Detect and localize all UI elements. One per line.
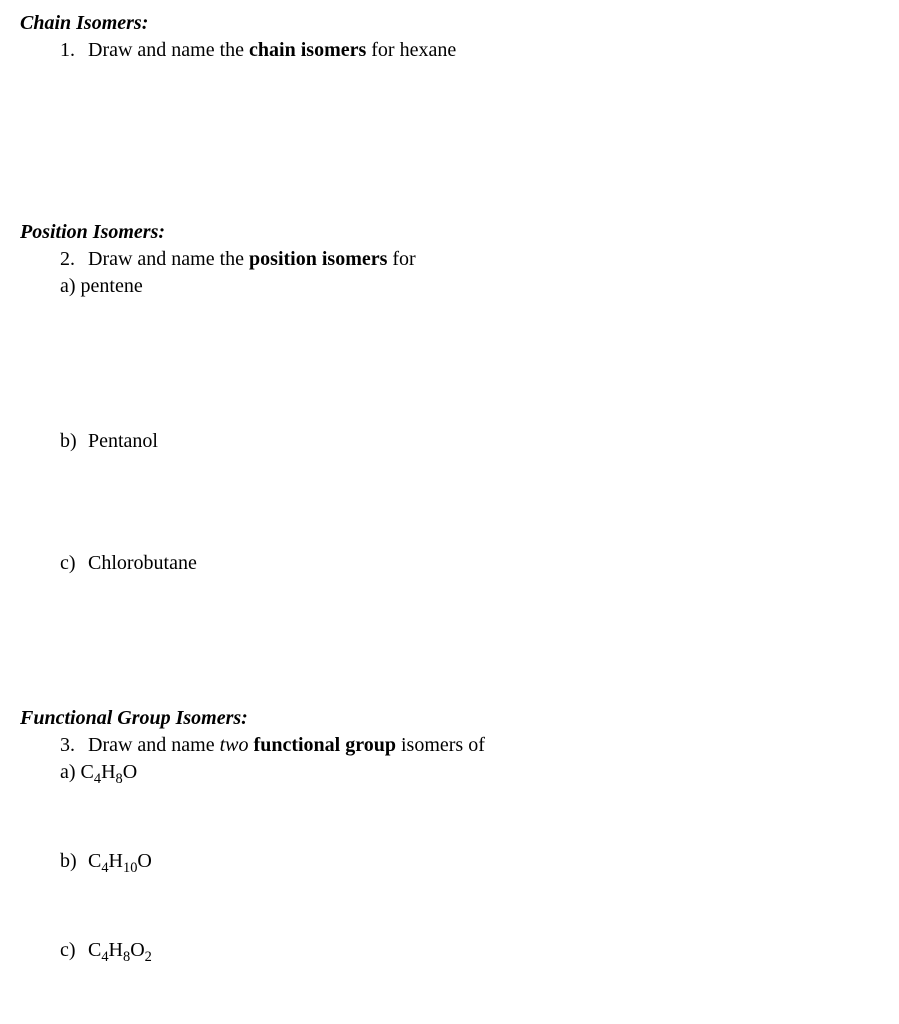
sub-label: b) bbox=[60, 428, 88, 455]
question-3a: a) C4H8O bbox=[20, 759, 879, 786]
sub-label: c) bbox=[60, 937, 88, 964]
question-number: 2. bbox=[60, 246, 88, 273]
answer-space bbox=[20, 300, 879, 428]
question-text-bold: position isomers bbox=[249, 248, 387, 270]
answer-space bbox=[20, 455, 879, 550]
section-heading-position-isomers: Position Isomers: bbox=[20, 219, 879, 246]
question-3c: c)C4H8O2 bbox=[20, 937, 879, 964]
sub-text: pentene bbox=[76, 275, 143, 297]
question-number: 1. bbox=[60, 37, 88, 64]
chemical-formula: C4H10O bbox=[88, 850, 152, 872]
question-3: 3.Draw and name two functional group iso… bbox=[20, 732, 879, 759]
question-text-pre: Draw and name bbox=[88, 734, 220, 756]
chemical-formula: C4H8O bbox=[81, 761, 138, 783]
answer-space bbox=[20, 577, 879, 705]
question-1: 1.Draw and name the chain isomers for he… bbox=[20, 37, 879, 64]
question-text-bold: chain isomers bbox=[249, 39, 366, 61]
sub-label: a) bbox=[60, 761, 76, 783]
question-text-post: isomers of bbox=[396, 734, 485, 756]
section-heading-chain-isomers: Chain Isomers: bbox=[20, 10, 879, 37]
question-2b: b)Pentanol bbox=[20, 428, 879, 455]
question-text-post: for hexane bbox=[366, 39, 456, 61]
question-text-pre: Draw and name the bbox=[88, 39, 249, 61]
question-text-post: for bbox=[387, 248, 415, 270]
sub-text: Chlorobutane bbox=[88, 552, 197, 574]
sub-label: c) bbox=[60, 550, 88, 577]
sub-label: a) bbox=[60, 275, 76, 297]
question-2a: a) pentene bbox=[20, 273, 879, 300]
chemical-formula: C4H8O2 bbox=[88, 939, 152, 961]
answer-space bbox=[20, 786, 879, 848]
question-number: 3. bbox=[60, 732, 88, 759]
answer-space bbox=[20, 875, 879, 937]
answer-space bbox=[20, 64, 879, 219]
sub-label: b) bbox=[60, 848, 88, 875]
question-text-pre: Draw and name the bbox=[88, 248, 249, 270]
question-3b: b)C4H10O bbox=[20, 848, 879, 875]
question-2c: c)Chlorobutane bbox=[20, 550, 879, 577]
question-2: 2.Draw and name the position isomers for bbox=[20, 246, 879, 273]
section-heading-functional-group-isomers: Functional Group Isomers: bbox=[20, 705, 879, 732]
question-text-italic: two bbox=[220, 734, 249, 756]
question-text-bold: functional group bbox=[249, 734, 396, 756]
sub-text: Pentanol bbox=[88, 430, 158, 452]
